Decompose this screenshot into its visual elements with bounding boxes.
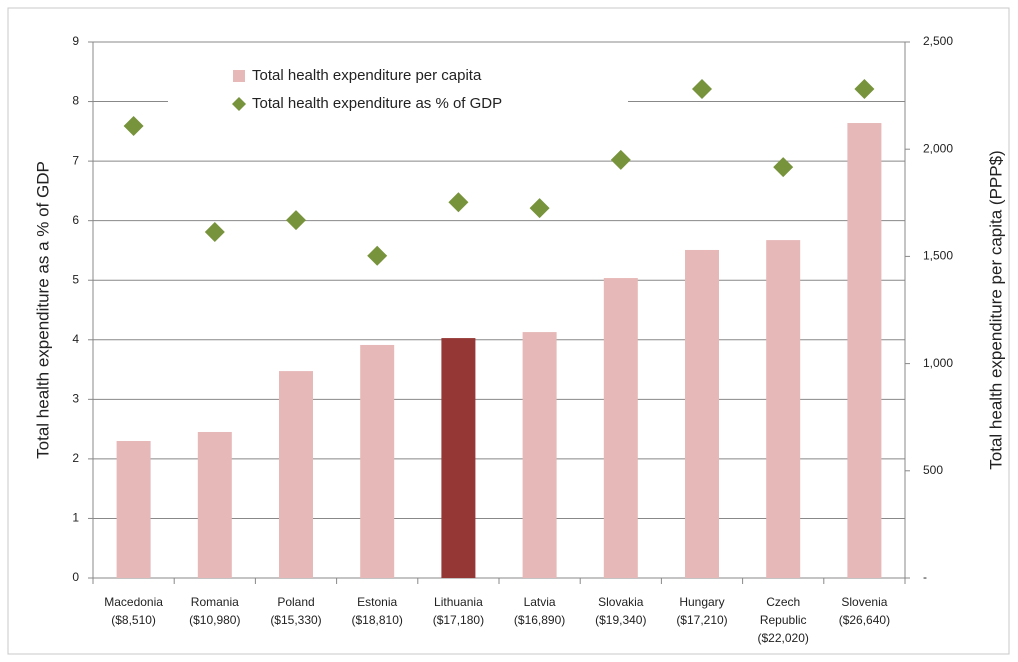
y2-tick-label: 500 — [923, 463, 943, 477]
marker — [286, 210, 306, 231]
y-tick-label: 2 — [72, 451, 79, 465]
y2-tick-label: 2,000 — [923, 141, 953, 155]
legend-label: Total health expenditure per capita — [252, 67, 482, 84]
x-tick-label: Slovakia — [598, 595, 644, 609]
bar — [522, 332, 557, 578]
bar — [441, 338, 476, 578]
x-tick-label: Lithuania — [434, 595, 483, 609]
y-tick-label: 8 — [72, 94, 79, 108]
x-tick-label: ($8,510) — [111, 613, 156, 627]
x-tick-label: Republic — [760, 613, 807, 627]
bar — [603, 278, 638, 578]
x-tick-label: ($18,810) — [352, 613, 403, 627]
x-tick-label: Romania — [191, 595, 239, 609]
marker — [529, 198, 550, 219]
x-tick-label: ($19,340) — [595, 613, 646, 627]
x-tick-label: ($17,180) — [433, 613, 484, 627]
x-tick-label: ($22,020) — [758, 631, 809, 645]
y2-axis-title: Total health expenditure per capita (PPP… — [986, 150, 1005, 469]
bar — [360, 344, 395, 578]
y-tick-label: 1 — [72, 511, 79, 525]
y-tick-label: 4 — [72, 332, 79, 346]
bar — [279, 371, 313, 578]
x-tick-label: Slovenia — [841, 595, 887, 609]
x-tick-label: ($15,330) — [270, 613, 321, 627]
x-tick-label: Latvia — [524, 595, 556, 609]
x-tick-label: ($16,890) — [514, 613, 565, 627]
y-tick-label: 9 — [72, 34, 79, 48]
x-tick-label: Poland — [277, 595, 314, 609]
y-tick-label: 5 — [72, 272, 79, 286]
legend-swatch — [233, 70, 245, 82]
marker — [610, 149, 631, 170]
x-tick-label: Hungary — [679, 595, 724, 609]
x-tick-label: Macedonia — [104, 595, 163, 609]
bar — [116, 440, 151, 578]
marker — [204, 221, 225, 242]
x-tick-label: ($10,980) — [189, 613, 240, 627]
x-tick-label: Estonia — [357, 595, 397, 609]
marker — [123, 115, 144, 136]
marker — [854, 79, 875, 100]
legend-swatch — [232, 97, 246, 111]
legend-box — [168, 58, 628, 118]
y-tick-label: 3 — [72, 392, 79, 406]
y-tick-label: 7 — [72, 153, 79, 167]
marker — [367, 245, 388, 266]
marker — [448, 192, 469, 213]
y2-tick-label: 1,000 — [923, 356, 953, 370]
x-tick-label: ($17,210) — [676, 613, 727, 627]
y2-tick-label: 2,500 — [923, 34, 953, 48]
bar — [766, 240, 801, 579]
y2-tick-label: 1,500 — [923, 249, 953, 263]
x-tick-label: Czech — [766, 595, 800, 609]
y-tick-label: 6 — [72, 213, 79, 227]
x-tick-label: ($26,640) — [839, 613, 890, 627]
y2-tick-label: - — [923, 570, 927, 584]
y-axis-title: Total health expenditure as a % of GDP — [33, 161, 52, 459]
marker — [692, 79, 712, 100]
legend-label: Total health expenditure as % of GDP — [252, 95, 502, 112]
marker — [773, 157, 794, 178]
bar — [197, 431, 232, 578]
y-tick-label: 0 — [72, 570, 79, 584]
bar — [847, 123, 882, 578]
bar — [685, 249, 719, 578]
